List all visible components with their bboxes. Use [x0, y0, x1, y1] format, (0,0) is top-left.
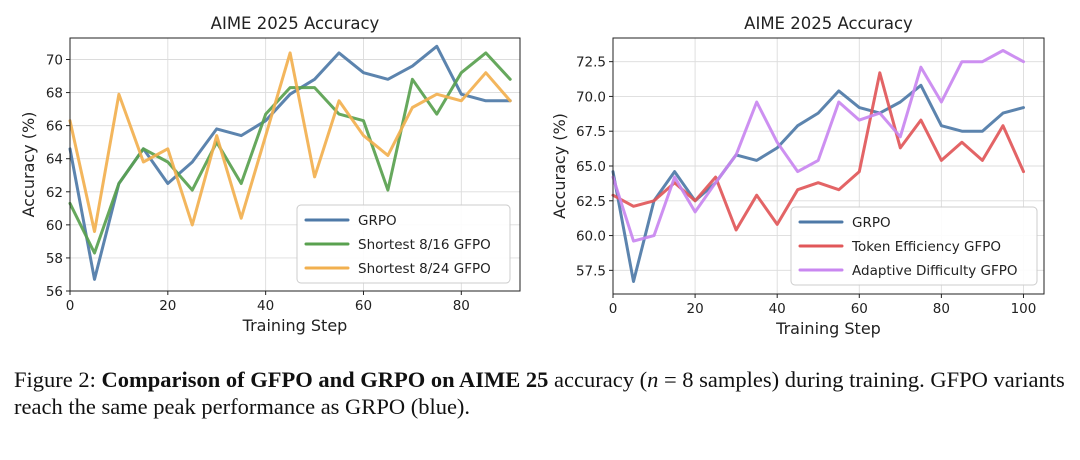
chart-panel-1: 0 20 40 60 80 56 58 60 62 64 66 68 70 AIME 2025 Accur… [19, 14, 521, 335]
y-tick-label: 66 [46, 119, 63, 135]
figure-caption: Figure 2: Comparison of GFPO and GRPO on… [14, 366, 1069, 420]
x-tick-label: 20 [159, 298, 176, 314]
plot-frame [69, 37, 521, 292]
series-line-3 [611, 49, 1025, 243]
x-axis-label: Training Step [775, 319, 881, 338]
x-axis-label: Training Step [242, 316, 348, 335]
caption-variable: n [647, 367, 659, 392]
y-tick-label: 60.0 [576, 229, 606, 245]
legend-label-3: Shortest 8/24 GFPO [358, 261, 491, 277]
x-tick-label: 80 [933, 301, 950, 317]
x-tick-label: 60 [851, 301, 868, 317]
chart-title: AIME 2025 Accuracy [211, 14, 380, 33]
caption-text-2: = 8 samples) during training. GFPO varia… [14, 367, 1065, 419]
chart-title: AIME 2025 Accuracy [744, 14, 913, 33]
y-tick-label: 70.0 [576, 89, 606, 105]
y-tick-label: 70 [46, 52, 63, 68]
y-tick-label: 60 [46, 218, 63, 234]
legend-label-3: Adaptive Difficulty GFPO [852, 263, 1018, 279]
legend-box [790, 206, 1038, 286]
y-tick-label: 62 [46, 185, 63, 201]
figure-charts: 0 20 40 60 80 56 58 60 62 64 66 68 70 AIME 2025 Accur… [19, 14, 1045, 338]
y-axis-label: Accuracy (%) [19, 112, 38, 218]
series-line-1 [611, 83, 1025, 283]
x-tick-label: 60 [355, 298, 372, 314]
legend-label-2: Token Efficiency GFPO [851, 239, 1001, 255]
y-tick-label: 67.5 [576, 124, 606, 140]
legend: GRPO Token Efficiency GFPO Adaptive Diffic… [790, 206, 1038, 286]
legend: GRPO Shortest 8/16 GFPO Shortest 8/24 GFPO [296, 204, 511, 284]
legend-label-2: Shortest 8/16 GFPO [358, 237, 491, 253]
y-tick-label: 58 [46, 251, 63, 267]
y-tick-label: 68 [46, 86, 63, 102]
y-tick-label: 65.0 [576, 159, 606, 175]
y-tick-label: 57.5 [576, 263, 606, 279]
x-tick-label: 40 [257, 298, 274, 314]
series-line-2 [68, 51, 512, 255]
y-axis-label: Accuracy (%) [550, 113, 569, 219]
chart-panel-2: 0 20 40 60 80 100 57.5 60.0 62.5 65.0 67.5 70.0 72.5… [550, 14, 1045, 338]
x-tick-label: 100 [1011, 301, 1037, 317]
y-tick-label: 72.5 [576, 55, 606, 71]
y-tick-label: 56 [46, 284, 63, 300]
caption-bold: Comparison of GFPO and GRPO on AIME 25 [101, 367, 549, 392]
x-tick-label: 20 [687, 301, 704, 317]
legend-label-1: GRPO [358, 213, 397, 229]
legend-label-1: GRPO [852, 215, 891, 231]
series-line-3 [68, 51, 512, 233]
legend-box [296, 204, 511, 284]
y-tick-label: 62.5 [576, 194, 606, 210]
x-tick-label: 0 [609, 301, 618, 317]
caption-text: accuracy ( [548, 367, 648, 392]
caption-prefix: Figure 2: [14, 367, 102, 392]
x-tick-label: 40 [769, 301, 786, 317]
x-tick-label: 80 [453, 298, 470, 314]
x-tick-label: 0 [66, 298, 75, 314]
y-tick-label: 64 [46, 152, 63, 168]
